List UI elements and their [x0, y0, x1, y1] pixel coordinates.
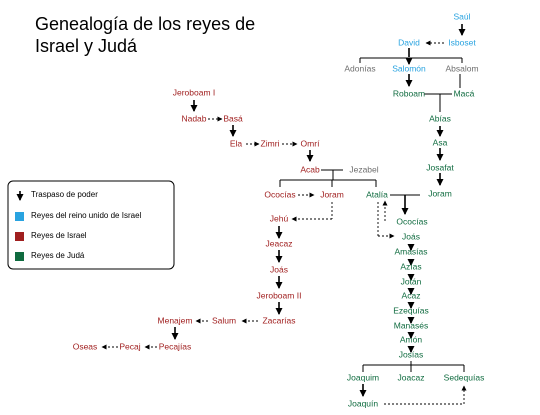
- king-basa: Basá: [223, 113, 243, 123]
- king-acab: Acab: [300, 164, 320, 174]
- king-jeacaz: Jeacaz: [266, 238, 293, 248]
- title-line-2: Israel y Judá: [35, 36, 138, 56]
- king-zimri: Zimri: [261, 138, 280, 148]
- queen-atalia: Atalía: [366, 189, 388, 199]
- king-jehu: Jehú: [270, 213, 289, 223]
- legend-swatch-israel: [15, 232, 24, 241]
- king-josias: Josías: [399, 349, 424, 359]
- king-salum: Salum: [212, 315, 236, 325]
- king-manases: Manasés: [394, 320, 429, 330]
- person-adonias: Adonías: [344, 63, 375, 73]
- king-abias: Abías: [429, 113, 451, 123]
- king-omri: Omrí: [301, 138, 321, 148]
- king-salomon: Salomón: [392, 63, 426, 73]
- king-pecaj: Pecaj: [119, 341, 140, 351]
- legend-box: [7, 180, 175, 270]
- king-ezequias: Ezequías: [393, 305, 428, 315]
- king-joaquin: Joaquín: [348, 398, 379, 408]
- king-ococias-juda: Ococías: [396, 216, 427, 226]
- king-josafat: Josafat: [426, 162, 454, 172]
- king-saul: Saúl: [453, 11, 470, 21]
- king-amon: Amón: [400, 334, 422, 344]
- king-isboset: Isboset: [448, 37, 476, 47]
- king-roboam: Roboam: [393, 88, 425, 98]
- king-nadab: Nadab: [181, 113, 206, 123]
- title-line-1: Genealogía de los reyes de: [35, 14, 255, 34]
- king-ela: Ela: [230, 138, 243, 148]
- king-david: David: [398, 37, 420, 47]
- king-ococias-israel: Ococías: [264, 189, 295, 199]
- connectors: [101, 24, 467, 405]
- legend-label-transfer: Traspaso de poder: [31, 190, 98, 199]
- king-zacarias: Zacarías: [262, 315, 295, 325]
- legend-swatch-juda: [15, 252, 24, 261]
- king-oseas: Oseas: [73, 341, 98, 351]
- king-joaquim: Joaquim: [347, 372, 379, 382]
- king-joas-israel: Joás: [270, 264, 288, 274]
- queen-maca: Macá: [454, 88, 475, 98]
- king-jeroboam-i: Jeroboam I: [173, 87, 216, 97]
- king-joram-juda: Joram: [428, 188, 452, 198]
- king-acaz: Acaz: [402, 290, 421, 300]
- king-jeroboam-ii: Jeroboam II: [257, 290, 302, 300]
- king-azias: Azías: [400, 261, 421, 271]
- person-absalom: Absalom: [445, 63, 478, 73]
- legend-label-united: Reyes del reino unido de Israel: [31, 211, 142, 220]
- king-asa: Asa: [433, 137, 448, 147]
- queen-jezabel: Jezabel: [349, 164, 378, 174]
- nodes: Saúl Isboset David Adonías Salomón Absal…: [73, 11, 485, 408]
- king-menajem: Menajem: [158, 315, 193, 325]
- legend-label-juda: Reyes de Judá: [31, 251, 85, 260]
- king-sedequias: Sedequías: [444, 372, 485, 382]
- king-joram-israel: Joram: [320, 189, 344, 199]
- king-joacaz: Joacaz: [398, 372, 425, 382]
- legend-swatch-united: [15, 212, 24, 221]
- legend-label-israel: Reyes de Israel: [31, 231, 87, 240]
- king-jotan: Jotán: [401, 276, 422, 286]
- legend: Traspaso de poder Reyes del reino unido …: [7, 180, 175, 270]
- king-joas-juda: Joás: [402, 231, 420, 241]
- king-pecajias: Pecajías: [159, 341, 192, 351]
- king-amasias: Amasías: [394, 246, 427, 256]
